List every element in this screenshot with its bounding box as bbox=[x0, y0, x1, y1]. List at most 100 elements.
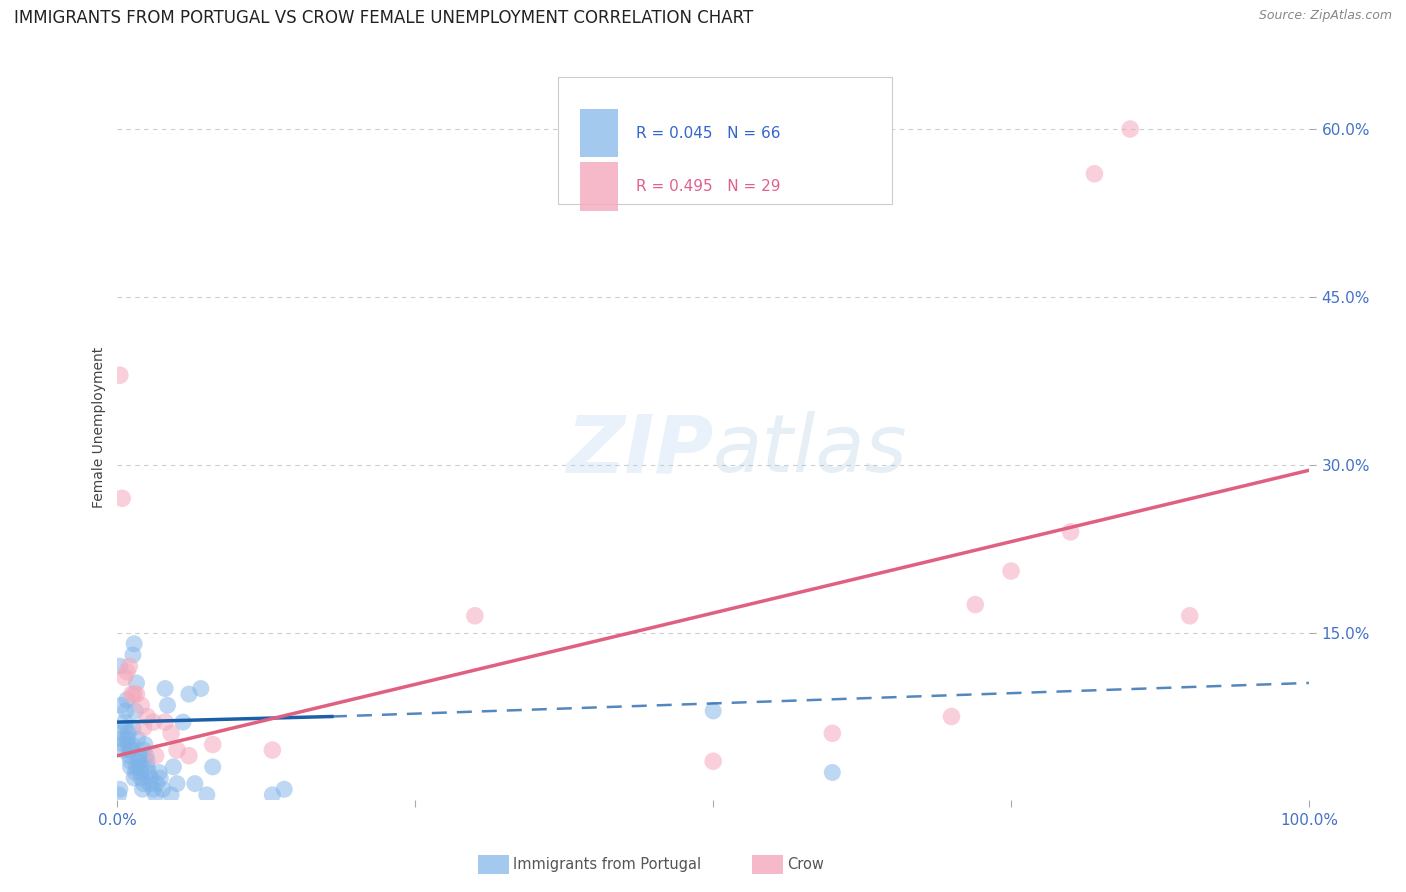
Point bbox=[115, 731, 138, 746]
Point bbox=[117, 738, 139, 752]
Point bbox=[153, 715, 176, 730]
Point bbox=[172, 715, 194, 730]
Point bbox=[1178, 608, 1201, 623]
Point bbox=[1119, 122, 1142, 136]
Point bbox=[129, 760, 152, 774]
Point bbox=[153, 681, 176, 696]
Text: R = 0.495   N = 29: R = 0.495 N = 29 bbox=[636, 179, 780, 194]
Y-axis label: Female Unemployment: Female Unemployment bbox=[93, 347, 107, 508]
Point bbox=[129, 698, 152, 713]
Point bbox=[190, 681, 212, 696]
Bar bbox=[579, 109, 617, 158]
Point bbox=[132, 721, 155, 735]
Point bbox=[122, 687, 145, 701]
Point bbox=[121, 687, 143, 701]
Point bbox=[115, 665, 138, 679]
Point bbox=[112, 738, 135, 752]
Point bbox=[124, 704, 146, 718]
Point bbox=[127, 731, 149, 746]
Point bbox=[145, 748, 167, 763]
Point bbox=[110, 698, 132, 713]
Point bbox=[136, 754, 159, 768]
Bar bbox=[579, 162, 617, 211]
Point bbox=[129, 765, 152, 780]
Point bbox=[129, 771, 152, 785]
Point bbox=[160, 788, 183, 802]
Point bbox=[941, 709, 963, 723]
Point bbox=[125, 687, 148, 701]
Point bbox=[195, 788, 218, 802]
Point bbox=[145, 777, 167, 791]
Point bbox=[117, 726, 139, 740]
Text: ZIP: ZIP bbox=[565, 411, 713, 489]
Point bbox=[118, 659, 141, 673]
Point bbox=[108, 782, 131, 797]
Point bbox=[184, 777, 207, 791]
Text: atlas: atlas bbox=[713, 411, 908, 489]
Point bbox=[702, 704, 724, 718]
Point bbox=[114, 670, 136, 684]
Text: IMMIGRANTS FROM PORTUGAL VS CROW FEMALE UNEMPLOYMENT CORRELATION CHART: IMMIGRANTS FROM PORTUGAL VS CROW FEMALE … bbox=[14, 9, 754, 27]
Point bbox=[131, 782, 153, 797]
Point bbox=[125, 676, 148, 690]
Point bbox=[166, 777, 188, 791]
Point bbox=[152, 782, 174, 797]
Point bbox=[111, 731, 134, 746]
Point bbox=[120, 754, 142, 768]
Point bbox=[121, 743, 143, 757]
Point bbox=[114, 715, 136, 730]
Point bbox=[128, 748, 150, 763]
Point bbox=[122, 637, 145, 651]
Point bbox=[201, 760, 224, 774]
Point bbox=[464, 608, 486, 623]
Point bbox=[108, 659, 131, 673]
Text: Crow: Crow bbox=[787, 857, 824, 871]
Point bbox=[142, 715, 165, 730]
Point bbox=[112, 743, 135, 757]
Point bbox=[177, 687, 200, 701]
Point bbox=[273, 782, 295, 797]
Point bbox=[1059, 524, 1081, 539]
Point bbox=[122, 721, 145, 735]
Text: Source: ZipAtlas.com: Source: ZipAtlas.com bbox=[1258, 9, 1392, 22]
Point bbox=[122, 648, 145, 662]
Point bbox=[128, 754, 150, 768]
Point bbox=[148, 765, 170, 780]
Point bbox=[115, 692, 138, 706]
Text: R = 0.045   N = 66: R = 0.045 N = 66 bbox=[636, 126, 780, 141]
Point bbox=[108, 368, 131, 383]
Point bbox=[821, 765, 844, 780]
Point bbox=[124, 765, 146, 780]
Point bbox=[114, 721, 136, 735]
Point bbox=[262, 788, 284, 802]
Point bbox=[136, 709, 159, 723]
FancyBboxPatch shape bbox=[558, 78, 891, 204]
Point bbox=[177, 748, 200, 763]
Point bbox=[160, 726, 183, 740]
Point bbox=[134, 738, 156, 752]
Point bbox=[110, 726, 132, 740]
Point bbox=[149, 771, 172, 785]
Point bbox=[107, 788, 129, 802]
Point bbox=[114, 704, 136, 718]
Point bbox=[139, 771, 162, 785]
Point bbox=[201, 738, 224, 752]
Point bbox=[166, 743, 188, 757]
Point bbox=[262, 743, 284, 757]
Point bbox=[821, 726, 844, 740]
Point bbox=[1000, 564, 1022, 578]
Point bbox=[702, 754, 724, 768]
Point bbox=[118, 743, 141, 757]
Point bbox=[138, 777, 160, 791]
Point bbox=[1083, 167, 1105, 181]
Point bbox=[118, 748, 141, 763]
Point bbox=[136, 760, 159, 774]
Point bbox=[138, 765, 160, 780]
Point bbox=[965, 598, 987, 612]
Point bbox=[135, 748, 157, 763]
Point bbox=[122, 771, 145, 785]
Point bbox=[156, 698, 179, 713]
Point bbox=[132, 743, 155, 757]
Point bbox=[162, 760, 184, 774]
Point bbox=[121, 738, 143, 752]
